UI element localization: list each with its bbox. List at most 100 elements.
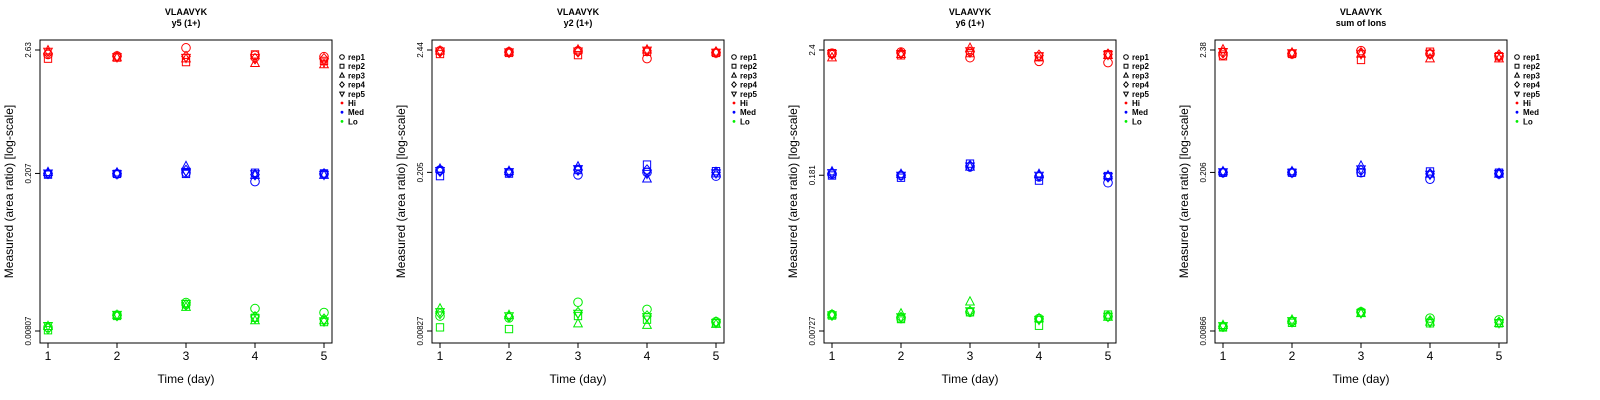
chart-subtitle: y6 (1+) (956, 18, 985, 28)
data-point-med-rep5 (1033, 171, 1045, 182)
legend-hi-symbol (1124, 101, 1128, 105)
x-tick-label: 4 (252, 349, 259, 363)
legend-rep3-symbol (1122, 71, 1130, 78)
data-point-lo-rep5 (249, 314, 261, 325)
data-point-lo-rep3 (111, 309, 123, 319)
x-tick-label: 1 (829, 349, 836, 363)
data-point-hi-rep5 (249, 53, 261, 64)
data-point-hi-rep5 (641, 46, 653, 57)
data-point-med-rep3 (641, 172, 653, 183)
legend-rep5-label: rep5 (1523, 90, 1540, 99)
legend-rep1-symbol (339, 54, 345, 60)
legend-rep1-symbol (1514, 54, 1520, 60)
data-point-med-rep5 (1102, 172, 1114, 183)
legend-lo-symbol (1515, 120, 1519, 123)
legend-rep3-label: rep3 (1132, 71, 1149, 80)
legend-rep1-label: rep1 (1523, 53, 1540, 62)
data-point-med-rep3 (1424, 167, 1436, 178)
chart-subtitle: sum of Ions (1336, 18, 1387, 28)
legend-rep1-label: rep1 (740, 53, 757, 62)
data-point-lo-rep3 (641, 319, 653, 329)
data-point-lo-rep5 (318, 317, 330, 328)
data-point-med-rep5 (641, 169, 653, 180)
data-point-hi-rep5 (1217, 47, 1229, 58)
data-point-lo-rep5 (1355, 309, 1367, 320)
data-point-med-rep1 (1356, 167, 1366, 178)
legend-rep1-label: rep1 (348, 53, 365, 62)
data-point-hi-rep3 (111, 51, 123, 62)
data-point-hi-rep5 (42, 47, 54, 58)
data-point-lo-rep1 (250, 303, 260, 314)
data-point-hi-rep5 (434, 47, 446, 58)
data-point-med-rep5 (111, 170, 123, 180)
data-point-lo-rep3 (1424, 315, 1436, 326)
chart-title: VLAAVYK (949, 7, 992, 17)
chart-subtitle: y2 (1+) (564, 18, 593, 28)
data-point-hi-rep3 (1355, 47, 1367, 58)
legend-rep5-symbol (1513, 91, 1521, 98)
data-point-med-rep5 (964, 162, 976, 173)
y-tick-label: 0.00807 (24, 316, 33, 345)
legend-med-symbol (1124, 110, 1128, 114)
legend-rep4-symbol (1514, 81, 1520, 89)
data-point-hi-rep5 (710, 48, 722, 59)
data-point-med-rep5 (1286, 168, 1298, 179)
y-axis-label: Measured (area ratio) [log-scale] (2, 105, 16, 278)
x-tick-label: 5 (713, 349, 720, 363)
plot-frame (1214, 39, 1508, 344)
data-point-med-rep3 (1355, 159, 1367, 170)
data-point-lo-rep5 (434, 308, 446, 318)
x-tick-label: 3 (1358, 349, 1365, 363)
x-tick-label: 3 (183, 349, 190, 363)
data-point-hi-rep5 (1424, 49, 1436, 60)
legend-rep1-label: rep1 (1132, 53, 1149, 62)
data-point-hi-rep2 (573, 50, 583, 60)
legend-rep1-symbol (1123, 54, 1129, 60)
legend-hi-symbol (340, 101, 344, 105)
legend-rep2-symbol (1123, 63, 1129, 69)
legend-rep4-label: rep4 (1523, 81, 1540, 90)
data-point-med-rep2 (642, 160, 652, 169)
data-point-lo-rep3 (964, 295, 976, 306)
legend-hi-label: Hi (1132, 99, 1140, 108)
x-tick-label: 5 (321, 349, 328, 363)
legend-hi-symbol (732, 101, 736, 105)
data-point-med-rep5 (434, 166, 446, 177)
data-point-lo-rep1 (573, 297, 583, 308)
data-point-hi-rep5 (180, 53, 192, 64)
data-point-med-rep5 (42, 169, 54, 180)
y-axis-label: Measured (area ratio) [log-scale] (786, 105, 800, 278)
data-point-hi-rep1 (1218, 50, 1228, 60)
data-point-hi-rep5 (964, 47, 976, 58)
data-point-lo-rep5 (1493, 319, 1505, 329)
data-point-hi-rep2 (1356, 55, 1366, 65)
chart-title: VLAAVYK (557, 7, 600, 17)
data-point-lo-rep5 (180, 299, 192, 310)
data-point-lo-rep3 (1493, 317, 1505, 328)
data-point-hi-rep3 (249, 57, 261, 68)
y-tick-label: 2.38 (1199, 42, 1208, 58)
legend-rep5-label: rep5 (348, 90, 365, 99)
x-tick-label: 4 (644, 349, 651, 363)
y-tick-label: 0.205 (416, 162, 425, 183)
data-point-med-rep5 (318, 170, 330, 181)
data-point-med-rep5 (1217, 168, 1229, 178)
x-tick-label: 1 (45, 349, 52, 363)
legend-rep5-symbol (338, 91, 346, 98)
data-point-hi-rep3 (964, 42, 976, 52)
legend-rep3-symbol (730, 71, 738, 78)
data-point-lo-rep5 (641, 313, 653, 323)
data-point-hi-rep3 (1424, 52, 1436, 63)
data-point-med-rep5 (1355, 165, 1367, 176)
legend-lo-label: Lo (740, 117, 750, 126)
legend-lo-symbol (1124, 120, 1128, 123)
legend-lo-label: Lo (1132, 117, 1142, 126)
data-point-lo-rep5 (826, 311, 838, 322)
data-point-hi-rep1 (965, 52, 975, 63)
x-tick-label: 5 (1105, 349, 1112, 363)
data-point-lo-rep5 (1217, 322, 1229, 332)
data-point-med-rep3 (1493, 167, 1505, 178)
data-point-hi-rep5 (318, 58, 330, 69)
data-point-lo-rep5 (503, 312, 515, 323)
